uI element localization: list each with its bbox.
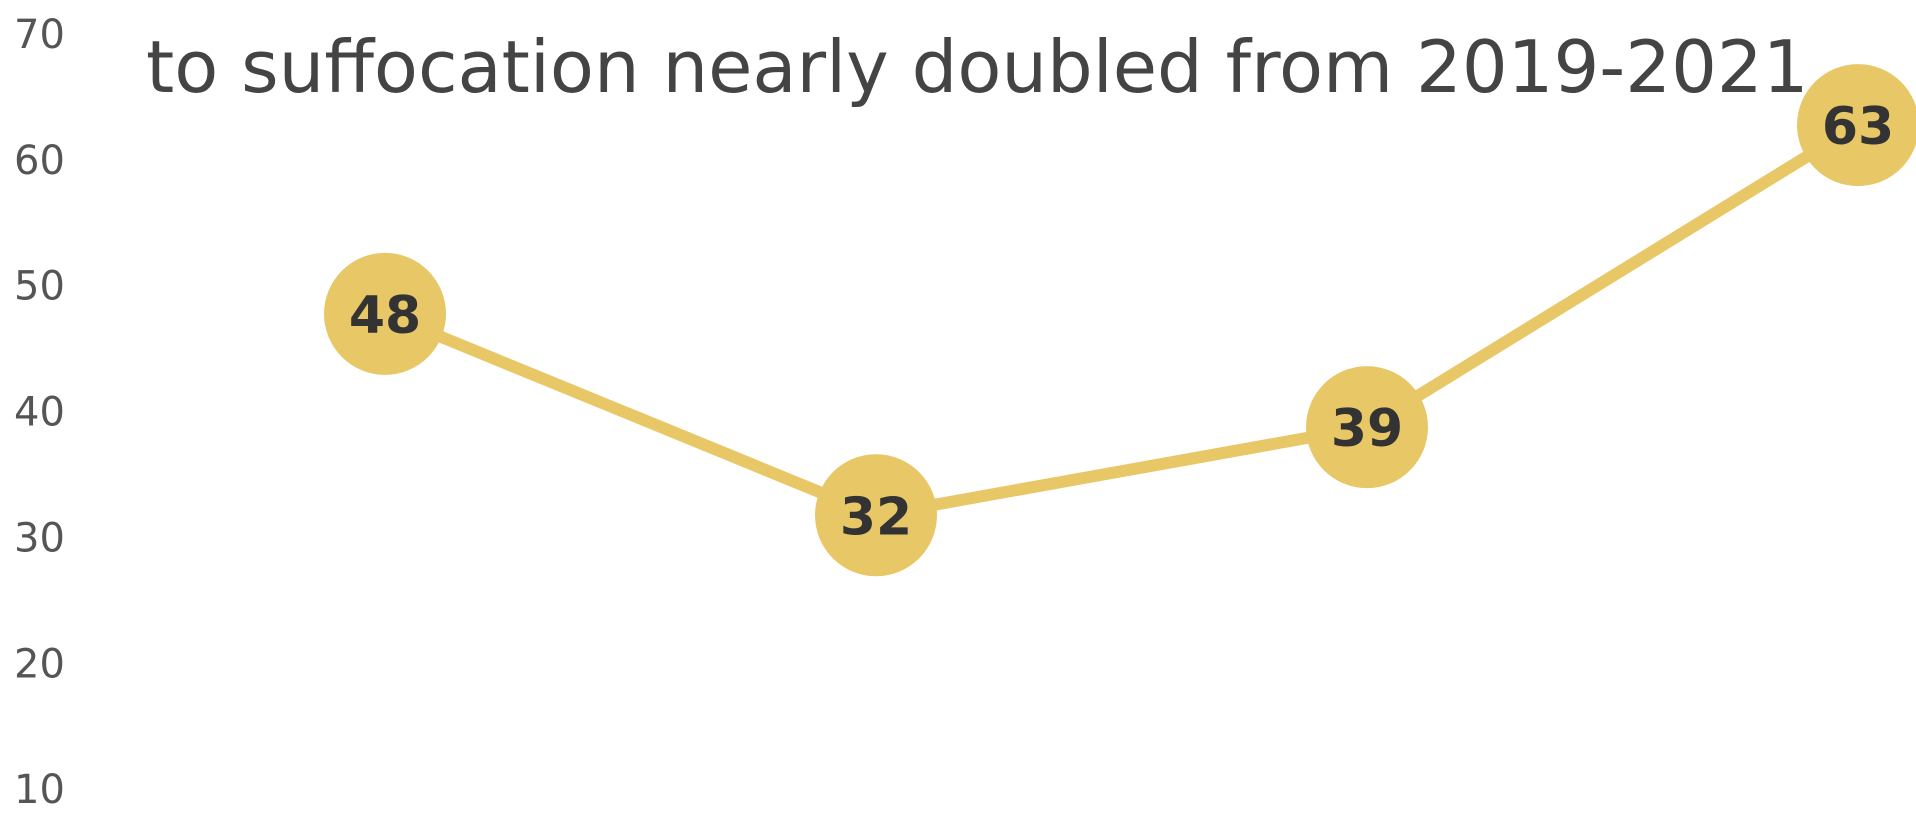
marker	[324, 252, 446, 375]
data-label: 39	[1331, 399, 1403, 459]
marker	[815, 454, 937, 577]
y-tick-label: 50	[14, 264, 65, 310]
data-label: 63	[1822, 97, 1894, 157]
y-tick-label: 60	[14, 138, 65, 184]
y-tick-label: 70	[14, 12, 65, 58]
marker	[1797, 64, 1916, 187]
y-tick-label: 20	[14, 641, 65, 687]
y-tick-label: 10	[14, 767, 65, 813]
chart-title: to suffocation nearly doubled from 2019-…	[146, 25, 1831, 109]
y-tick-label: 30	[14, 515, 65, 561]
data-label: 32	[840, 487, 912, 547]
line	[382, 119, 1862, 522]
data-label: 48	[349, 286, 421, 346]
marker	[1306, 366, 1428, 489]
y-tick-label: 40	[14, 390, 65, 436]
